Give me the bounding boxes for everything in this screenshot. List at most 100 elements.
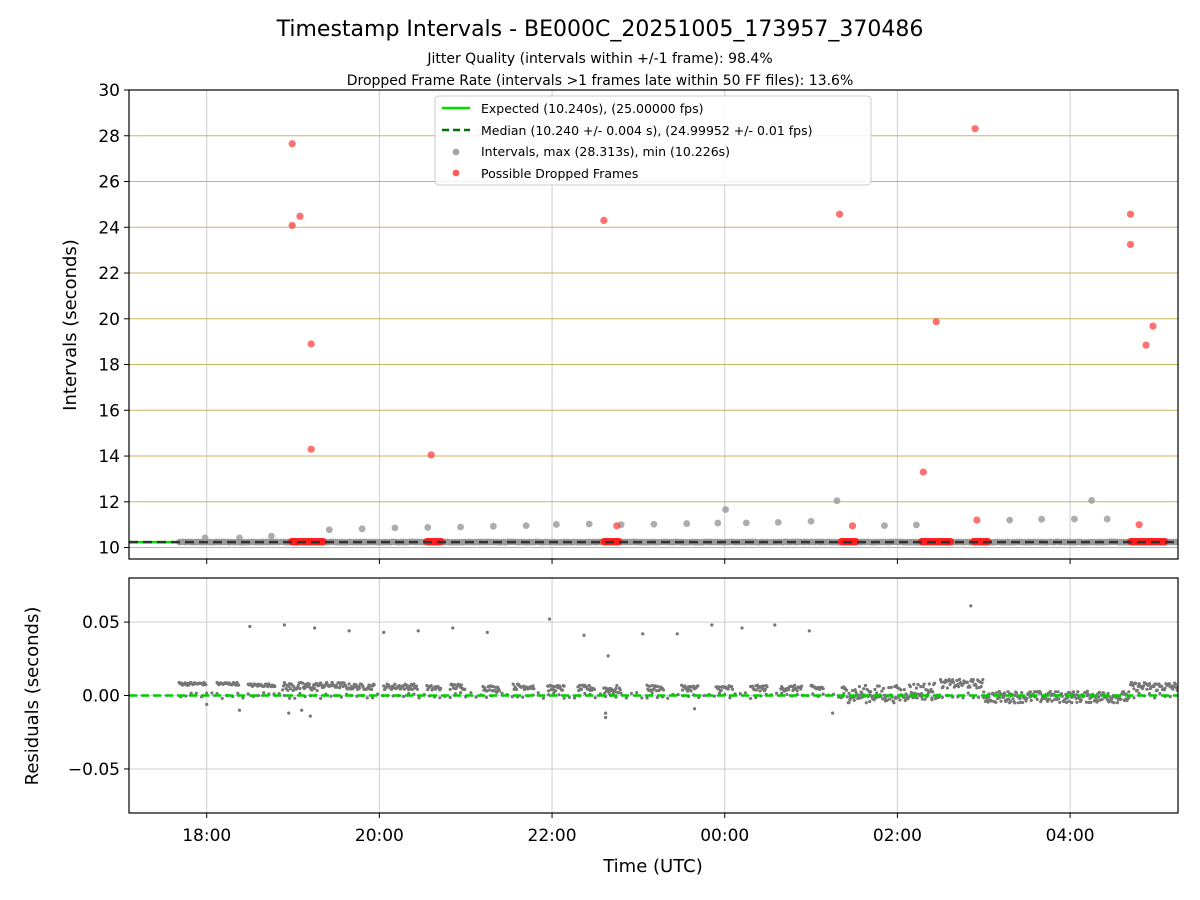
- residual-point: [241, 696, 245, 700]
- residual-point: [1035, 697, 1039, 701]
- intervals-y-tick-label: 16: [98, 401, 120, 421]
- residual-point: [821, 687, 825, 691]
- residual-point: [417, 696, 421, 700]
- residual-outlier-point: [287, 711, 291, 715]
- residual-point: [645, 683, 649, 687]
- residual-point: [888, 697, 892, 701]
- residual-point: [438, 696, 442, 700]
- intervals-frame: [128, 89, 1179, 560]
- residual-point: [728, 696, 732, 700]
- interval-point: [201, 534, 209, 542]
- residual-point: [758, 689, 762, 693]
- residual-point: [1131, 683, 1135, 688]
- legend-intervals-label: Intervals, max (28.313s), min (10.226s): [481, 144, 730, 159]
- dropped-frame-point: [288, 140, 296, 148]
- residuals-y-tick-label: 0.00: [82, 687, 120, 707]
- residual-point: [593, 696, 597, 700]
- residual-point: [495, 690, 499, 695]
- residual-point: [296, 684, 300, 688]
- residual-point: [484, 695, 489, 700]
- residual-point: [853, 688, 857, 692]
- residual-point: [1047, 697, 1051, 701]
- interval-point: [650, 520, 658, 528]
- residual-point: [1119, 697, 1123, 701]
- residual-point: [1172, 685, 1176, 689]
- residual-point: [1065, 700, 1069, 704]
- residual-point: [898, 698, 902, 702]
- residual-point: [246, 692, 250, 696]
- residual-outlier-point: [582, 633, 586, 637]
- residual-point: [189, 691, 193, 695]
- residual-point: [974, 683, 978, 687]
- residual-point: [410, 687, 414, 692]
- interval-point: [1006, 516, 1014, 524]
- residual-outlier-point: [382, 630, 386, 634]
- residual-outlier-point: [416, 629, 420, 633]
- residual-point: [205, 691, 209, 695]
- residual-outlier-point: [692, 707, 697, 711]
- residual-point: [640, 696, 644, 700]
- residual-point: [452, 683, 457, 687]
- residual-point: [915, 696, 919, 700]
- residual-point: [957, 685, 961, 689]
- residual-point: [923, 697, 927, 701]
- residual-point: [821, 692, 825, 696]
- residual-point: [881, 686, 886, 691]
- residual-point: [951, 680, 956, 684]
- residual-point: [1175, 688, 1178, 692]
- dropped-frame-point: [1135, 521, 1143, 529]
- residual-point: [1057, 697, 1061, 701]
- residual-point: [281, 688, 285, 692]
- residual-point: [845, 695, 849, 699]
- residual-point: [1074, 696, 1078, 701]
- residual-point: [980, 681, 984, 685]
- dropped-frame-point: [919, 468, 927, 476]
- dropped-frame-point: [848, 522, 857, 530]
- intervals-y-tick-label: 28: [98, 127, 120, 147]
- interval-point: [683, 520, 691, 527]
- residual-point: [204, 683, 208, 687]
- residual-point: [624, 696, 628, 700]
- residual-outlier-point: [603, 711, 608, 715]
- interval-point: [457, 523, 464, 531]
- residual-point: [389, 687, 394, 691]
- residual-point: [795, 689, 799, 693]
- interval-point: [325, 526, 333, 534]
- residual-point: [683, 684, 687, 688]
- residual-point: [237, 683, 241, 687]
- residual-point: [393, 682, 397, 686]
- residual-point: [899, 688, 903, 692]
- residual-point: [220, 696, 224, 700]
- interval-point: [742, 519, 750, 527]
- residual-point: [799, 687, 803, 691]
- residual-point: [365, 696, 369, 700]
- residual-point: [562, 696, 566, 700]
- residual-point: [1101, 691, 1105, 695]
- residual-point: [717, 685, 722, 689]
- residual-point: [521, 695, 525, 699]
- residual-point: [650, 683, 654, 688]
- residual-point: [329, 684, 333, 688]
- interval-point: [424, 524, 432, 531]
- residual-point: [927, 682, 931, 686]
- residual-point: [402, 687, 407, 691]
- residual-point: [979, 685, 983, 689]
- residual-point: [912, 682, 916, 686]
- residual-point: [319, 696, 323, 700]
- residual-point: [354, 683, 358, 687]
- residual-point: [926, 688, 930, 692]
- residual-point: [922, 682, 926, 686]
- residual-point: [765, 685, 769, 689]
- residual-point: [426, 688, 430, 692]
- residual-point: [287, 696, 292, 700]
- residual-point: [613, 689, 617, 694]
- residual-outlier-point: [831, 711, 835, 715]
- residual-point: [273, 684, 277, 689]
- residual-point: [1053, 690, 1058, 694]
- residual-point: [930, 696, 934, 700]
- residual-point: [286, 688, 290, 692]
- residual-point: [982, 690, 986, 694]
- residual-point: [1092, 699, 1096, 703]
- residual-point: [994, 700, 998, 704]
- residual-point: [749, 696, 753, 701]
